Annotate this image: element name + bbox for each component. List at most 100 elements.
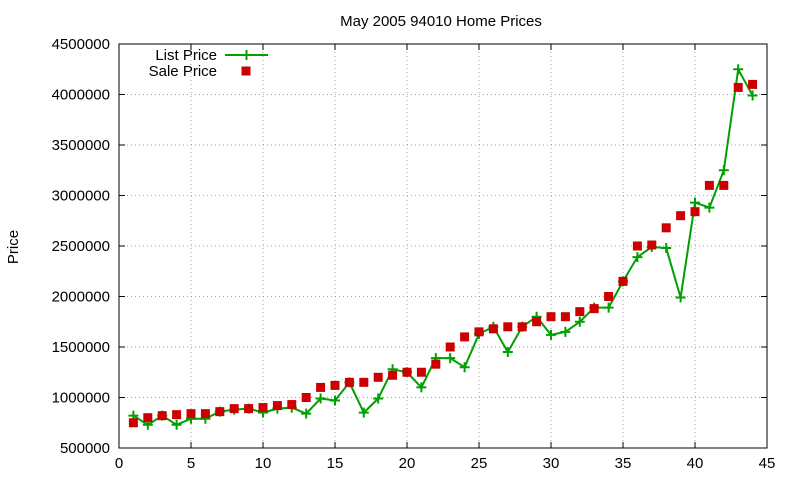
sale-price-point [215, 407, 225, 417]
x-tick-label: 0 [115, 455, 123, 472]
sale-price-point [719, 180, 729, 190]
list-price-point [718, 165, 729, 176]
sale-price-point [359, 377, 369, 387]
x-tick-label: 10 [255, 455, 272, 472]
sale-price-point [488, 324, 498, 334]
list-price-point [560, 326, 571, 337]
y-tick-label: 500000 [60, 440, 110, 457]
list-price-point [301, 408, 312, 419]
sale-price-point [676, 211, 686, 221]
sale-price-point [690, 207, 700, 217]
sale-price-point [128, 418, 138, 428]
sale-price-point [748, 79, 758, 89]
legend-label-sale-price: Sale Price [149, 63, 217, 80]
sale-price-point [632, 241, 642, 251]
list-price-point [502, 347, 513, 358]
sale-price-point [460, 332, 470, 342]
sale-price-point [517, 322, 527, 332]
sale-price-point [388, 370, 398, 380]
list-price-point [661, 243, 672, 254]
list-price-point [373, 393, 384, 404]
list-price-point [733, 64, 744, 75]
sale-price-point [503, 322, 513, 332]
legend-swatch-marker [241, 66, 251, 76]
sale-price-point [546, 312, 556, 322]
sale-price-point [589, 304, 599, 314]
sale-price-point [344, 377, 354, 387]
sale-price-point [575, 307, 585, 317]
sale-price-point [704, 180, 714, 190]
list-price-point [675, 292, 686, 303]
list-price-point [690, 197, 700, 208]
sale-price-point [143, 413, 153, 423]
y-tick-label: 4500000 [52, 36, 110, 53]
sale-price-point [186, 409, 196, 419]
x-tick-label: 40 [687, 455, 704, 472]
y-tick-label: 1500000 [52, 339, 110, 356]
x-tick-label: 45 [759, 455, 776, 472]
sale-price-point [445, 342, 455, 352]
sale-price-point [287, 400, 297, 410]
x-tick-label: 20 [399, 455, 416, 472]
series [128, 64, 758, 430]
list-price-point [445, 353, 456, 364]
y-tick-label: 4000000 [52, 87, 110, 104]
grid [119, 44, 767, 448]
sale-price-point [157, 411, 167, 421]
chart-title: May 2005 94010 Home Prices [340, 13, 542, 30]
list-price-point [416, 382, 427, 393]
y-axis-label: Price [5, 230, 22, 264]
list-price-point [171, 419, 182, 430]
sale-price-point [229, 404, 239, 414]
sale-price-point [647, 240, 657, 250]
sale-price-point [301, 393, 311, 402]
list-price-point [358, 407, 369, 418]
sale-price-point [330, 380, 340, 390]
sale-price-point [258, 403, 268, 413]
list-price-point [704, 202, 715, 213]
list-price-point [574, 316, 585, 327]
sale-price-point [200, 409, 210, 419]
y-tick-label: 3000000 [52, 188, 110, 205]
x-tick-label: 30 [543, 455, 560, 472]
sale-price-point [373, 372, 383, 382]
x-tick-label: 5 [187, 455, 195, 472]
sale-price-point [733, 82, 743, 92]
y-tick-label: 1000000 [52, 390, 110, 407]
axis-ticks [118, 43, 768, 449]
list-price-point [603, 302, 614, 313]
y-tick-label: 2500000 [52, 238, 110, 255]
y-tick-label: 3500000 [52, 137, 110, 154]
sale-price-point [272, 401, 282, 411]
sale-price-point [172, 410, 182, 420]
x-tick-label: 15 [327, 455, 344, 472]
list-price-point [747, 90, 758, 101]
list-price-point [546, 329, 556, 340]
sale-price-point [604, 292, 614, 301]
sale-price-point [560, 312, 570, 322]
legend-label-list-price: List Price [155, 47, 217, 64]
list-price-point [459, 362, 470, 373]
list-price-point [632, 252, 643, 263]
legend-swatch-marker [241, 50, 252, 60]
sale-price-point [474, 327, 484, 337]
sale-price-point [431, 359, 441, 369]
sale-price-point [661, 223, 671, 233]
sale-price-point [244, 404, 254, 414]
list-price-point [315, 393, 326, 404]
y-axis-tick-labels: 500000 1000000 1500000 2000000 2500000 300000… [52, 36, 110, 457]
x-tick-label: 25 [471, 455, 488, 472]
x-tick-label: 35 [615, 455, 632, 472]
sale-price-point [316, 382, 326, 392]
sale-price-series [128, 79, 758, 428]
y-tick-label: 2000000 [52, 289, 110, 306]
sale-price-point [618, 276, 628, 286]
x-axis-tick-labels: 0 5 10 15 20 25 30 35 40 45 [115, 455, 776, 472]
sale-price-point [416, 367, 426, 377]
sale-price-point [402, 367, 412, 377]
list-price-point [330, 395, 340, 406]
sale-price-point [532, 317, 542, 327]
